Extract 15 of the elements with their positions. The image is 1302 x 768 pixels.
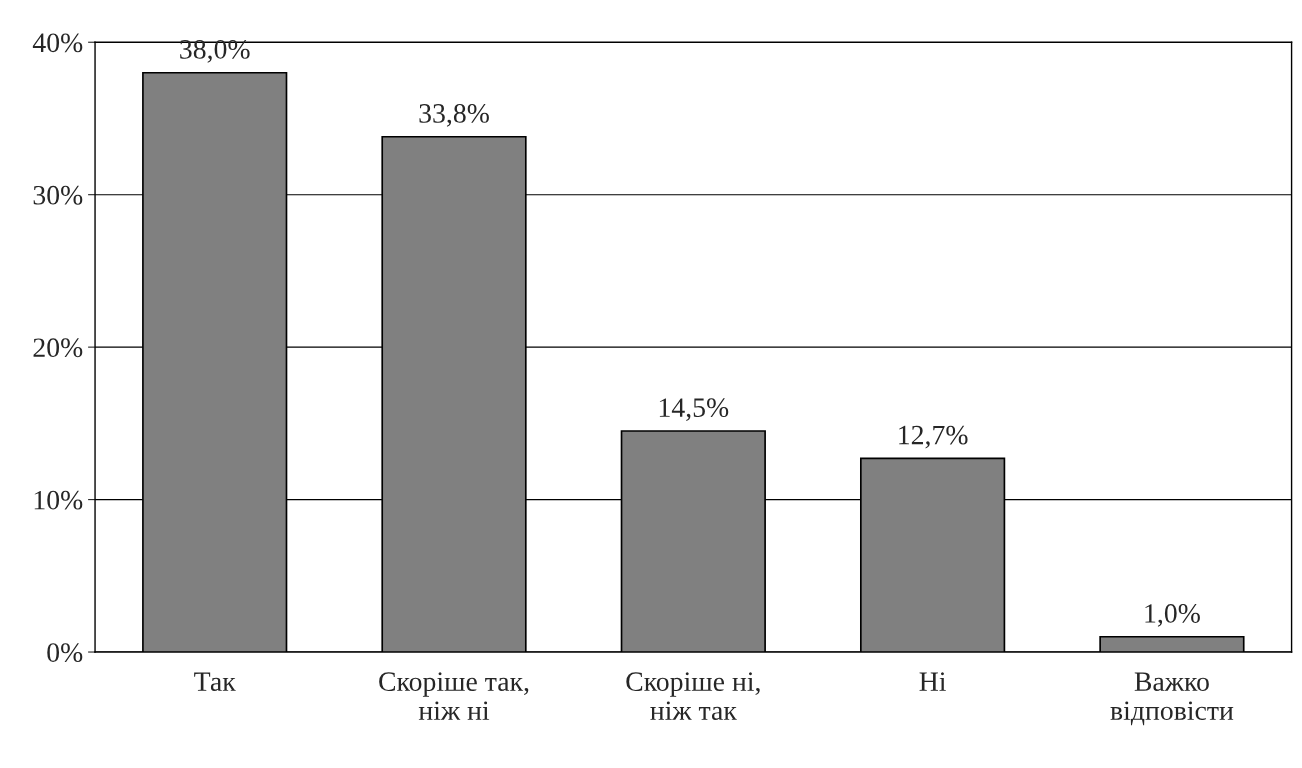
data-label: 12,7% [899, 425, 968, 449]
y-tick-label: 0% [47, 643, 83, 663]
x-tick-label: Скоріше ні, ніж так [626, 672, 760, 721]
y-tick-label: 20% [33, 338, 83, 358]
y-tick-label: 30% [33, 185, 83, 205]
x-tick-label: Ні [919, 672, 946, 691]
data-label: 1,0% [1145, 604, 1200, 627]
y-tick-label: 40% [32, 33, 83, 53]
data-label: 14,5% [659, 398, 729, 421]
data-label: 38,0% [180, 40, 250, 63]
x-tick-label: Скоріше так, ніж ні [379, 672, 529, 720]
y-tick-label: 10% [34, 490, 83, 510]
x-tick-label: Так [194, 672, 236, 692]
x-tick-label: Важко відповісти [1110, 672, 1234, 726]
data-label: 33,8% [419, 104, 489, 127]
